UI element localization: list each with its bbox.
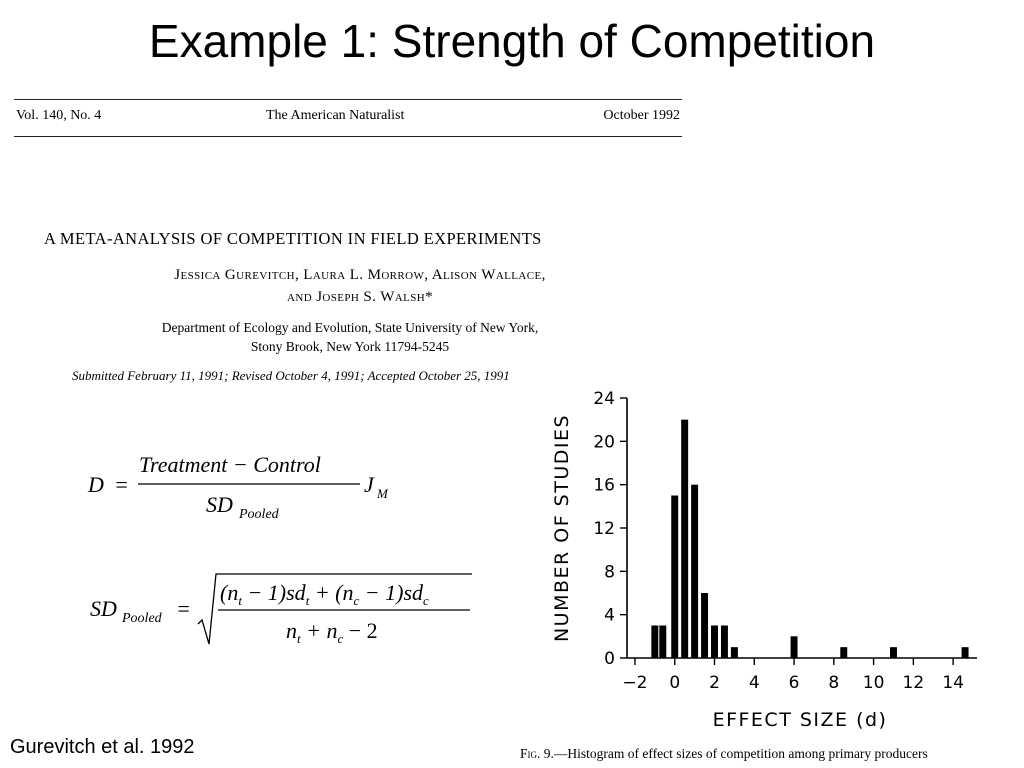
x-tick-label: 6 (789, 673, 800, 693)
x-tick-label: 0 (669, 673, 680, 693)
pooled-sd-formula: SD Pooled = (nt − 1)sdt + (nc − 1)sdc nt… (90, 573, 472, 646)
formula2-denominator: nt + nc − 2 (286, 618, 378, 646)
histogram-bar (711, 625, 718, 658)
formula1-denominator: SD (206, 492, 233, 517)
histogram-bar (840, 647, 848, 658)
journal-date: October 1992 (603, 108, 680, 123)
journal-name: The American Naturalist (266, 108, 405, 123)
y-tick-label: 20 (593, 432, 615, 452)
affiliation-line-2: Stony Brook, New York 11794-5245 (250, 339, 450, 354)
histogram-bar (671, 495, 679, 658)
formula2-equals: = (176, 596, 191, 621)
authors-line-2: and Joseph S. Walsh* (287, 289, 433, 305)
histogram-bar (730, 647, 738, 658)
histogram-bar (701, 593, 709, 658)
slide-title: Example 1: Strength of Competition (148, 15, 876, 67)
x-tick-label: 14 (942, 673, 964, 693)
histogram-bars (651, 419, 969, 658)
y-tick-label: 16 (593, 476, 615, 496)
histogram-bar (651, 625, 659, 658)
y-tick-label: 0 (604, 649, 615, 669)
figure-caption: Fig. 9.—Histogram of effect sizes of com… (520, 746, 928, 762)
effect-size-formula: D = Treatment − Control SD Pooled J M (87, 452, 389, 522)
formula2-numerator: (nt − 1)sdt + (nc − 1)sdc (220, 580, 429, 608)
paper-authors: Jessica Gurevitch, Laura L. Morrow, Alis… (40, 264, 680, 308)
authors-line-1: Jessica Gurevitch, Laura L. Morrow, Alis… (174, 267, 546, 283)
formula1-factor-sub: M (376, 486, 389, 501)
y-tick-label: 12 (593, 519, 615, 539)
histogram-bar (691, 484, 699, 658)
histogram-bar (659, 625, 667, 658)
x-tick-label: 12 (903, 673, 925, 693)
journal-volume: Vol. 140, No. 4 (16, 108, 102, 123)
y-tick-label: 24 (593, 389, 615, 409)
x-tick-label: 2 (709, 673, 720, 693)
formula1-denominator-sub: Pooled (238, 507, 280, 522)
y-tick-label: 4 (604, 606, 615, 626)
formula2-lhs: SD (90, 596, 117, 621)
affiliation-line-1: Department of Ecology and Evolution, Sta… (161, 320, 539, 335)
x-tick-label: 4 (749, 673, 760, 693)
x-tick-label: 8 (828, 673, 839, 693)
histogram-y-axis-label: NUMBER OF STUDIES (551, 414, 573, 642)
histogram-axes (626, 398, 977, 659)
histogram-bar (890, 647, 897, 658)
paper-title: A META-ANALYSIS OF COMPETITION IN FIELD … (44, 229, 542, 248)
paper-affiliation: Department of Ecology and Evolution, Sta… (40, 318, 660, 356)
histogram-bar (961, 647, 969, 658)
formula1-factor: J (364, 472, 375, 497)
citation: Gurevitch et al. 1992 (10, 736, 195, 758)
formula1-equals: = (114, 472, 129, 497)
formula1-numerator: Treatment − Control (139, 452, 321, 477)
x-tick-label: −2 (622, 673, 647, 693)
y-tick-label: 8 (604, 562, 615, 582)
histogram-bar (681, 419, 689, 658)
histogram-x-axis-label: EFFECT SIZE (d) (713, 709, 888, 731)
histogram-y-ticks: 0 4 8 12 16 20 24 (593, 389, 627, 669)
histogram-bar (720, 625, 728, 658)
formula1-lhs: D (87, 472, 104, 497)
formula2-radical (197, 573, 472, 645)
paper-dates: Submitted February 11, 1991; Revised Oct… (72, 368, 510, 383)
formula2-lhs-sub: Pooled (121, 611, 163, 626)
histogram-x-ticks: −2 0 2 4 6 8 10 12 14 (622, 658, 964, 693)
histogram-bar (790, 636, 798, 658)
figure-caption-label: Fig. 9. (520, 746, 554, 761)
x-tick-label: 10 (863, 673, 885, 693)
figure-caption-text: —Histogram of effect sizes of competitio… (553, 746, 928, 761)
journal-header: Vol. 140, No. 4 The American Naturalist … (14, 99, 682, 137)
